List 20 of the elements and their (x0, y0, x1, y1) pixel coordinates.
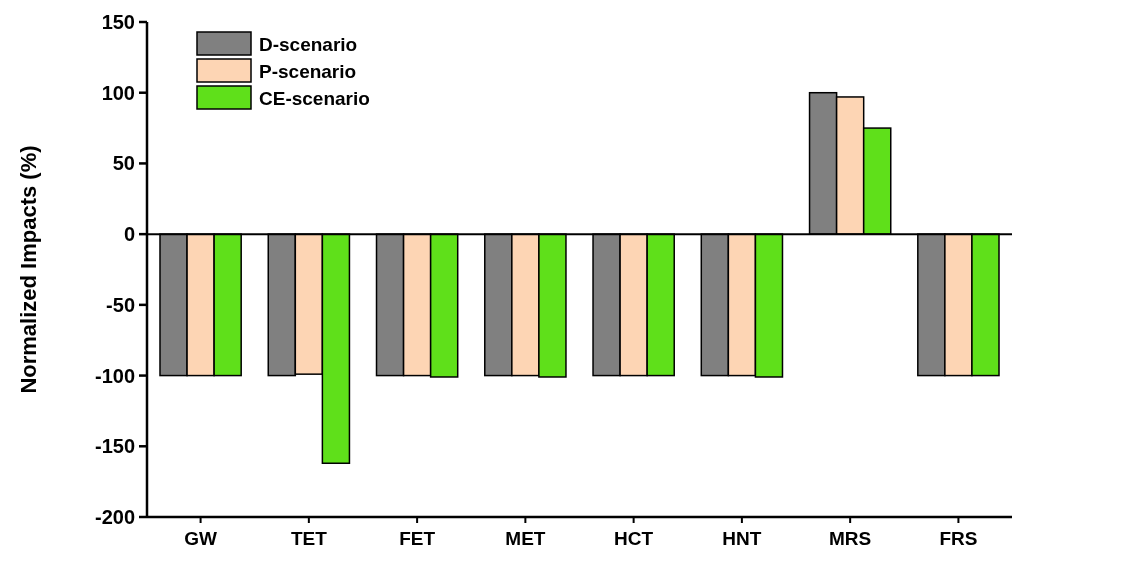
x-tick-label: HCT (614, 528, 654, 549)
y-tick-label: -50 (106, 293, 135, 316)
legend-label: D-scenario (259, 33, 358, 55)
y-tick-label: -200 (94, 506, 135, 528)
x-tick-label: FET (399, 528, 436, 549)
y-tick-label: 150 (101, 11, 135, 33)
y-tick-label: 50 (112, 152, 135, 175)
x-tick-label: TET (290, 528, 328, 549)
legend-label: CE-scenario (259, 87, 370, 109)
x-tick-label: GW (184, 528, 218, 549)
y-tick-label: -150 (94, 435, 135, 458)
x-tick-label: MET (505, 528, 546, 549)
x-tick-label: HNT (722, 528, 762, 549)
x-tick-label: MRS (829, 528, 872, 549)
y-tick-label: 100 (101, 81, 135, 104)
y-axis-title: Normalized Impacts (%) (16, 145, 41, 394)
y-tick-label: 0 (123, 223, 135, 246)
y-tick-label: -100 (94, 364, 135, 387)
legend-label: P-scenario (259, 60, 357, 82)
x-tick-label: FRS (939, 528, 978, 549)
